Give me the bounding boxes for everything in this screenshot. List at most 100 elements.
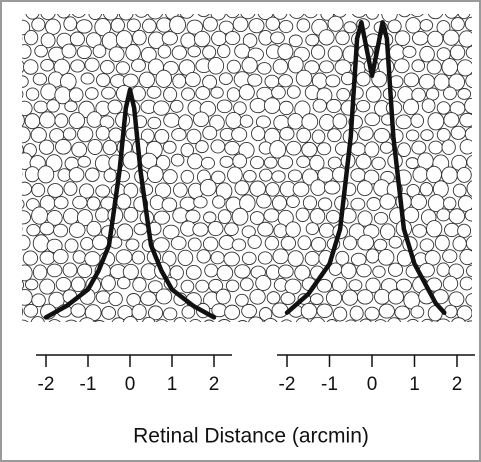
cone <box>77 155 92 168</box>
cone <box>264 235 280 251</box>
cone <box>241 225 256 239</box>
cone <box>394 30 411 46</box>
cone <box>305 222 320 235</box>
cone <box>61 43 77 59</box>
cone <box>146 85 162 99</box>
cone <box>387 289 404 305</box>
cone <box>172 73 187 89</box>
cone <box>427 14 444 20</box>
cone <box>34 44 48 58</box>
cone <box>193 30 211 48</box>
cone <box>411 59 426 73</box>
cone <box>356 289 374 305</box>
cone <box>441 139 456 155</box>
cone <box>101 306 116 320</box>
cone <box>211 170 226 185</box>
cone <box>302 195 318 211</box>
cone <box>162 224 180 240</box>
cone <box>154 129 170 144</box>
cone <box>39 221 55 236</box>
cone <box>464 97 472 114</box>
cone <box>46 263 63 278</box>
cone <box>444 14 459 19</box>
cone <box>263 156 278 169</box>
cone <box>426 220 443 238</box>
cone <box>37 165 55 184</box>
cone <box>70 276 86 293</box>
cone <box>210 86 224 99</box>
cone <box>327 128 342 143</box>
cone <box>292 181 310 197</box>
cone <box>24 113 41 130</box>
cone <box>301 113 319 131</box>
cone <box>265 182 280 197</box>
cone <box>443 112 460 128</box>
cone <box>359 318 372 322</box>
cone <box>323 180 341 195</box>
cone <box>277 155 294 170</box>
cone <box>24 166 40 183</box>
cone <box>86 196 101 211</box>
cone <box>317 197 333 211</box>
cone <box>336 88 351 102</box>
cone <box>326 98 342 114</box>
cone <box>63 208 79 225</box>
cone <box>365 14 380 20</box>
cone <box>271 195 287 211</box>
cone <box>459 112 472 128</box>
cone <box>71 141 88 158</box>
cone <box>199 178 217 197</box>
cone <box>257 251 273 265</box>
cone <box>232 153 248 169</box>
cone <box>22 280 25 290</box>
x-tick-label: -1 <box>321 374 338 395</box>
cone <box>231 207 249 226</box>
cone <box>180 279 195 294</box>
cone <box>327 45 343 62</box>
cone <box>217 319 231 322</box>
cone <box>68 112 86 129</box>
cone <box>265 16 280 31</box>
cone <box>39 278 56 295</box>
cone <box>95 125 110 141</box>
cone <box>269 140 287 159</box>
cone <box>211 30 227 46</box>
cone <box>132 29 147 46</box>
cone <box>259 168 273 182</box>
cone <box>210 251 225 265</box>
cone <box>79 183 95 199</box>
cone <box>162 169 178 185</box>
cone <box>280 319 293 322</box>
cone <box>87 138 103 155</box>
cone <box>131 303 147 320</box>
cone <box>31 206 49 225</box>
cone <box>108 46 125 62</box>
cone <box>203 211 217 224</box>
cone <box>154 182 172 199</box>
cone <box>364 112 381 127</box>
cone <box>92 44 107 58</box>
cone <box>349 305 364 321</box>
cone <box>348 279 363 292</box>
cone <box>239 114 254 128</box>
cone <box>116 193 132 210</box>
cone <box>420 129 434 142</box>
cone <box>126 18 141 32</box>
cone <box>304 14 318 19</box>
cone <box>289 14 305 19</box>
cone <box>22 319 29 322</box>
cone <box>147 280 163 294</box>
profile-line <box>284 20 447 315</box>
cone <box>300 302 318 320</box>
cone <box>364 306 380 321</box>
cone <box>270 31 285 45</box>
cone <box>86 220 102 237</box>
cone <box>40 58 55 72</box>
cone <box>421 318 433 322</box>
cone <box>371 156 386 171</box>
profile-line <box>43 87 217 320</box>
cone <box>153 210 171 225</box>
cone <box>219 155 234 168</box>
cone <box>443 86 457 101</box>
cone <box>287 250 304 267</box>
